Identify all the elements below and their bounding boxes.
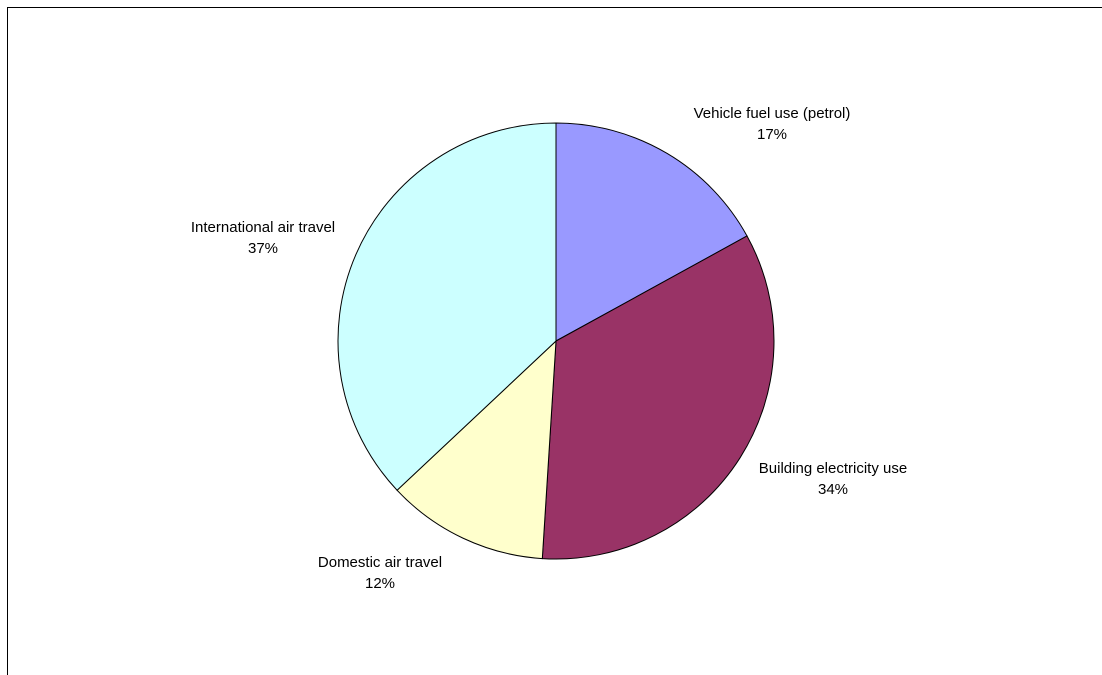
slice-category-label: Domestic air travel [318,554,442,571]
slice-percent-label: 12% [365,575,395,592]
slice-category-label: Vehicle fuel use (petrol) [694,105,851,122]
slice-category-label: International air travel [191,219,335,236]
slice-percent-label: 37% [248,240,278,257]
pie-slice-domestic-air-travel [396,339,557,560]
slice-percent-label: 17% [757,126,787,143]
pie-slice-building-electricity-use [541,235,775,560]
pie-slice-vehicle-fuel-use-petrol [555,122,748,342]
pie-slices [337,122,775,560]
pie-slice-international-air-travel [337,122,557,491]
slice-category-label: Building electricity use [759,460,907,477]
slice-percent-label: 34% [818,481,848,498]
pie-labels: Vehicle fuel use (petrol) 17% Building ele… [191,105,907,592]
